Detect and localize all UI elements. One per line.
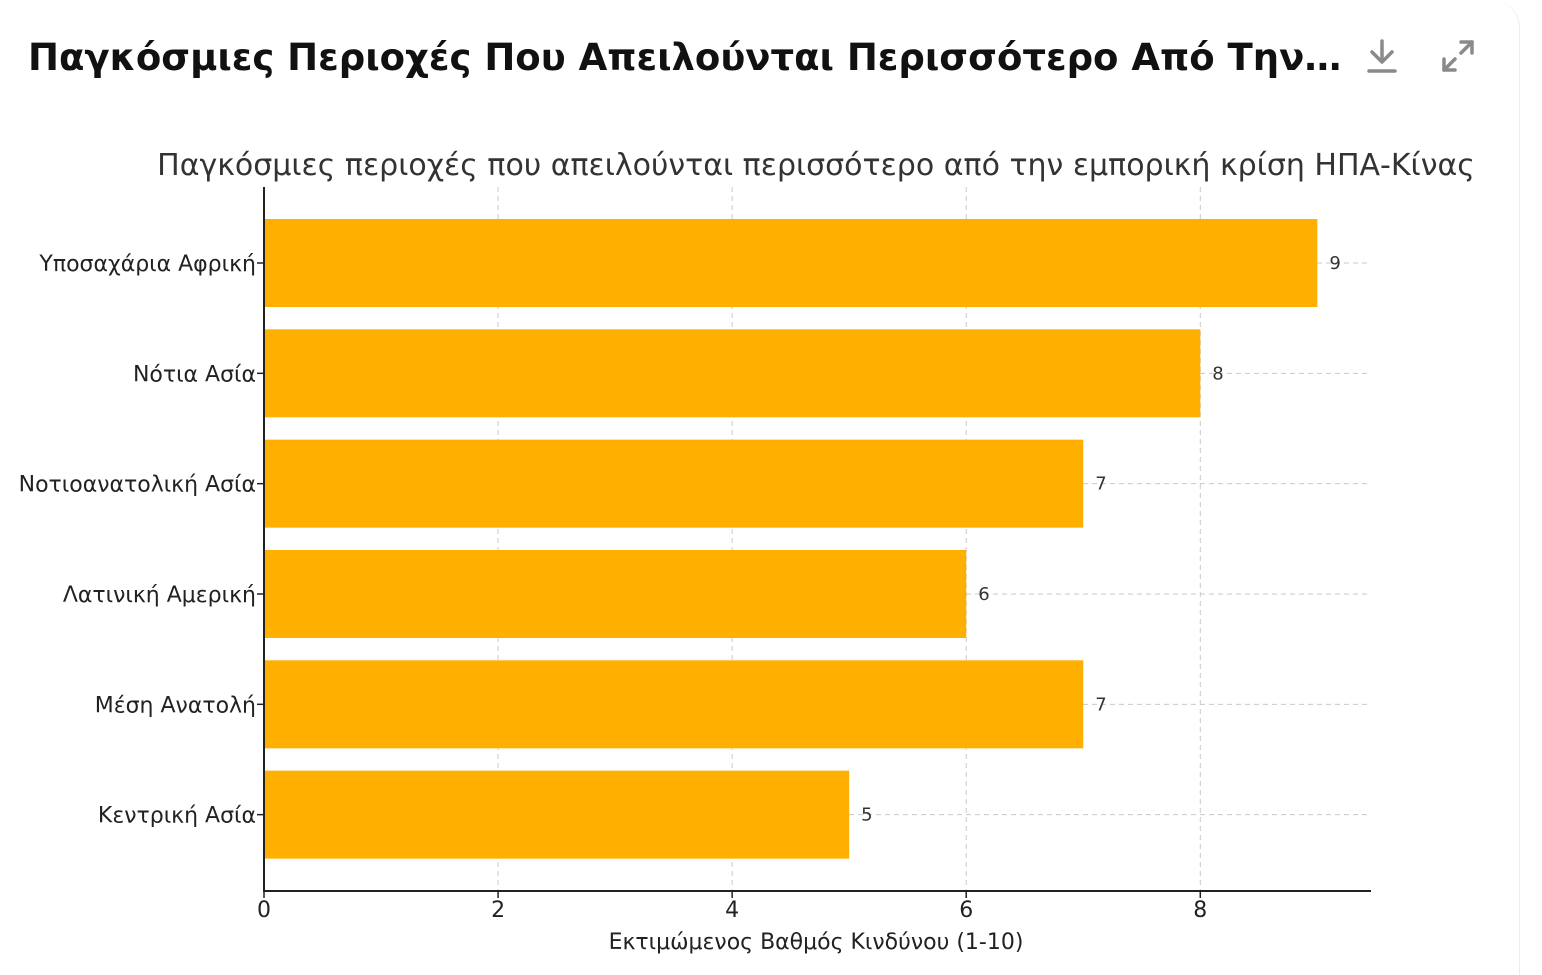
category-label: Λατινική Αμερική <box>63 583 256 608</box>
value-label: 7 <box>1095 474 1106 495</box>
x-tick-label: 2 <box>491 898 505 923</box>
value-label: 6 <box>978 584 989 605</box>
expand-icon <box>1442 40 1474 72</box>
x-tick-label: 4 <box>725 898 739 923</box>
value-label: 5 <box>861 805 872 826</box>
bar <box>265 219 1318 307</box>
bar <box>265 329 1201 418</box>
value-label: 8 <box>1212 363 1223 384</box>
x-tick-label: 0 <box>257 898 271 923</box>
category-label: Μέση Ανατολή <box>95 693 256 718</box>
expand-button[interactable] <box>1436 34 1480 78</box>
bar <box>265 660 1084 749</box>
x-tick-label: 6 <box>959 898 973 923</box>
bars <box>265 219 1318 859</box>
download-icon <box>1367 39 1397 73</box>
bar <box>265 439 1084 528</box>
x-axis-title: Εκτιμώμενος Βαθμός Κινδύνου (1-10) <box>609 930 1024 955</box>
category-label: Υποσαχάρια Αφρική <box>38 252 256 277</box>
category-label: Νοτιοανατολική Ασία <box>19 473 256 498</box>
category-label: Κεντρική Ασία <box>98 804 256 829</box>
bar <box>265 770 850 859</box>
download-button[interactable] <box>1360 34 1404 78</box>
value-label: 9 <box>1329 253 1340 274</box>
category-label: Νότια Ασία <box>133 362 256 387</box>
labels: 0 2 4 6 8 Υποσαχάρια Αφρική 9 Νότια Ασία 8 Νοτιοα… <box>19 252 1341 923</box>
bar <box>265 549 967 638</box>
chart-title: Παγκόσμιες περιοχές που απειλούνται περι… <box>157 148 1475 183</box>
x-tick-label: 8 <box>1193 898 1207 923</box>
value-label: 7 <box>1095 694 1106 715</box>
